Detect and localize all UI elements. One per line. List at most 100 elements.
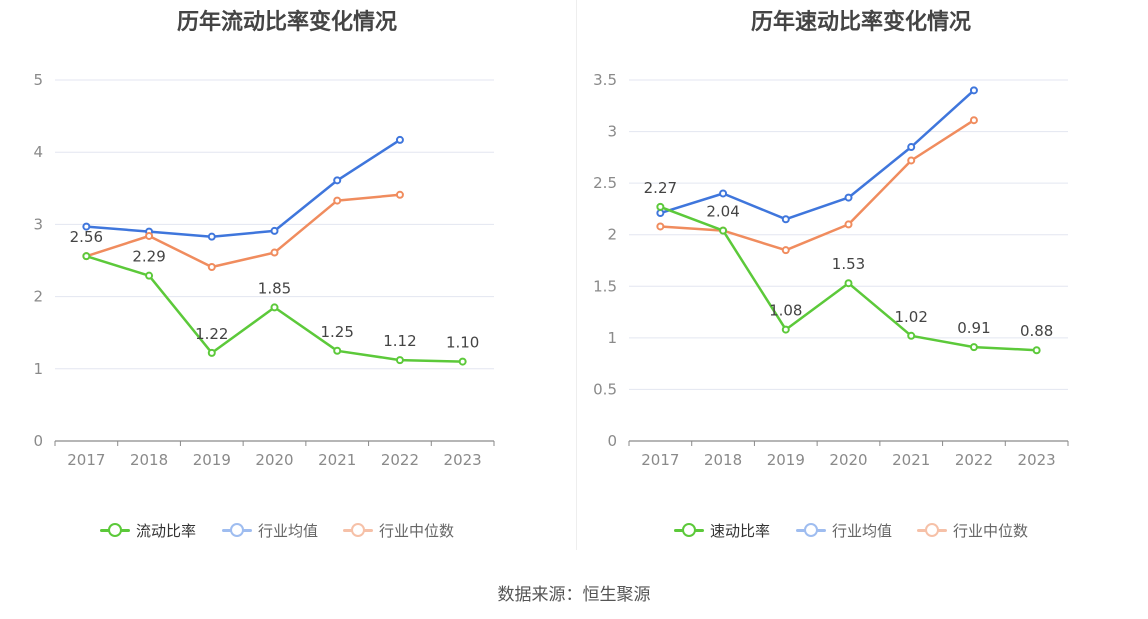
data-point[interactable] [719,189,728,198]
data-label: 1.12 [383,332,416,350]
y-tick-label: 1 [607,329,617,347]
data-label: 1.25 [321,323,354,341]
data-point[interactable] [656,202,665,211]
data-label: 1.85 [258,279,291,297]
data-point[interactable] [1032,346,1041,355]
legend-label: 行业均值 [258,521,319,540]
legend-item[interactable]: 行业均值 [796,519,892,541]
data-point[interactable] [270,248,279,257]
data-label: 1.53 [832,255,865,273]
legend-item[interactable]: 行业中位数 [917,519,1028,541]
y-tick-label: 0 [607,432,617,450]
data-label: 2.27 [644,179,677,197]
y-tick-label: 2 [33,288,43,306]
y-tick-label: 4 [33,143,43,161]
y-tick-label: 1 [33,360,43,378]
data-point[interactable] [907,156,916,165]
data-point[interactable] [82,252,91,261]
legend-label: 流动比率 [136,521,197,540]
legend-marker-icon [343,519,373,541]
legend-marker-icon [100,519,130,541]
data-point[interactable] [333,176,342,185]
data-point[interactable] [719,226,728,235]
data-point[interactable] [656,209,665,218]
legend-label: 速动比率 [710,521,771,540]
data-point[interactable] [907,331,916,340]
data-point[interactable] [145,231,154,240]
data-label: 0.91 [957,319,990,337]
y-tick-label: 3 [33,215,43,233]
x-tick-label: 2021 [318,451,356,469]
data-point[interactable] [781,246,790,255]
x-tick-label: 2018 [704,451,742,469]
legend-item[interactable]: 行业均值 [222,519,318,541]
x-tick-label: 2017 [641,451,679,469]
y-tick-label: 2.5 [593,174,617,192]
legend-marker-icon [917,519,947,541]
data-point[interactable] [969,343,978,352]
legend-marker-icon [674,519,704,541]
data-point[interactable] [844,279,853,288]
data-point[interactable] [395,190,404,199]
series-line [86,193,401,269]
chart-legend: 速动比率 行业均值 行业中位数 [574,519,1148,541]
data-point[interactable] [907,143,916,152]
y-tick-label: 2 [607,226,617,244]
series-line [660,119,975,252]
data-label: 2.29 [132,248,165,266]
y-tick-label: 3 [607,123,617,141]
data-point[interactable] [656,222,665,231]
data-source-note: 数据来源：恒生聚源 [497,585,651,605]
chart-panel-quick-ratio: 历年速动比率变化情况 0 0.5 1 1.5 2 2.5 3 3.5 2017 2018 2019 2… [574,0,1148,560]
data-point[interactable] [969,116,978,125]
series-line [86,138,401,238]
legend-item[interactable]: 速动比率 [674,519,770,541]
data-point[interactable] [207,232,216,241]
chart-title: 历年流动比率变化情况 [176,10,397,35]
x-tick-label: 2019 [193,451,231,469]
data-point[interactable] [458,357,467,366]
data-point[interactable] [333,196,342,205]
data-label: 0.88 [1020,322,1053,340]
y-tick-label: 1.5 [593,277,617,295]
x-tick-label: 2020 [255,451,293,469]
data-point[interactable] [781,325,790,334]
data-point[interactable] [145,271,154,280]
data-label: 2.56 [70,228,103,246]
y-tick-label: 0.5 [593,380,617,398]
y-tick-label: 3.5 [593,71,617,89]
data-point[interactable] [844,193,853,202]
x-tick-label: 2022 [381,451,419,469]
x-tick-label: 2018 [130,451,168,469]
data-point[interactable] [270,226,279,235]
data-label: 2.04 [706,203,739,221]
series-line [660,89,975,221]
data-point[interactable] [333,346,342,355]
y-tick-label: 0 [33,432,43,450]
x-tick-label: 2023 [444,451,482,469]
legend-item[interactable]: 行业中位数 [343,519,454,541]
data-point[interactable] [969,86,978,95]
legend-item[interactable]: 流动比率 [100,519,196,541]
data-label: 1.10 [446,334,479,352]
chart-legend: 流动比率 行业均值 行业中位数 [0,519,574,541]
x-tick-label: 2023 [1018,451,1056,469]
x-tick-label: 2019 [767,451,805,469]
data-point[interactable] [207,262,216,271]
data-point[interactable] [270,303,279,312]
data-label: 1.02 [895,308,928,326]
x-tick-label: 2022 [955,451,993,469]
data-point[interactable] [781,215,790,224]
line-chart-current-ratio: 0 1 2 3 4 5 2017 2018 2019 2020 2021 2022 2023 2.56 2.… [33,71,495,469]
x-tick-label: 2020 [829,451,867,469]
legend-label: 行业中位数 [953,521,1029,540]
legend-label: 行业中位数 [379,521,455,540]
y-tick-label: 5 [33,71,43,89]
data-label: 1.08 [769,302,802,320]
data-point[interactable] [207,348,216,357]
data-point[interactable] [82,222,91,231]
data-point[interactable] [844,220,853,229]
chart-title: 历年速动比率变化情况 [750,10,971,35]
data-point[interactable] [395,135,404,144]
data-point[interactable] [395,356,404,365]
